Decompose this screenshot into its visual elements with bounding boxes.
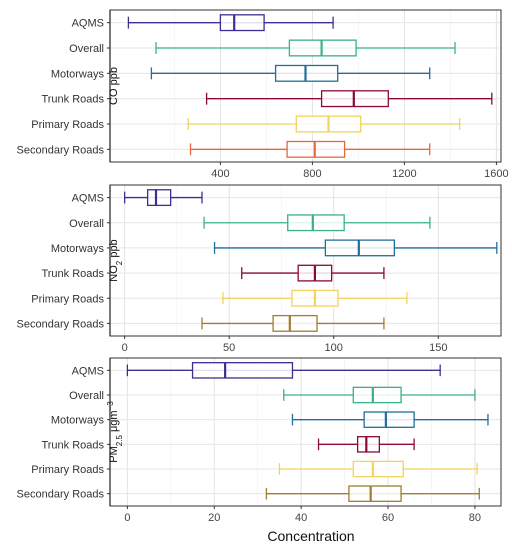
panel-border xyxy=(109,9,502,163)
x-tick-label: 1600 xyxy=(484,168,508,180)
x-tick-label: 0 xyxy=(122,342,128,354)
x-tick-label: 80 xyxy=(469,512,481,524)
x-axis-title: Concentration xyxy=(267,528,354,544)
box-2 xyxy=(287,214,345,232)
panel-3: AQMS Overall Motorways Trunk Roads Primary R… xyxy=(17,357,502,524)
category-label: Primary Roads xyxy=(31,293,104,305)
category-label: Motorways xyxy=(51,68,105,80)
x-tick-label: 20 xyxy=(208,512,220,524)
category-label: Secondary Roads xyxy=(17,144,105,156)
box-6 xyxy=(286,140,346,158)
category-label: Trunk Roads xyxy=(41,94,104,106)
category-label: Motorways xyxy=(51,243,105,255)
panel-y-label: NO2 ppb xyxy=(108,239,124,281)
x-tick-label: 400 xyxy=(211,168,229,180)
category-label: Overall xyxy=(69,390,104,402)
box-4 xyxy=(356,436,381,453)
x-tick-label: 1200 xyxy=(392,168,416,180)
panel-y-label: CO ppb xyxy=(108,67,120,105)
box-2 xyxy=(288,39,357,57)
category-label: Overall xyxy=(69,43,104,55)
category-label: Trunk Roads xyxy=(41,439,104,451)
box-3 xyxy=(274,64,339,82)
panel-background xyxy=(110,358,501,506)
category-label: Primary Roads xyxy=(31,464,104,476)
panel-background xyxy=(110,185,501,336)
panel-1: AQMS Overall Motorways Trunk Roads Primary R… xyxy=(17,9,509,180)
box-1 xyxy=(191,362,294,379)
x-tick-label: 0 xyxy=(124,512,130,524)
panel-border xyxy=(109,357,502,507)
box-4 xyxy=(320,90,389,108)
x-tick-label: 150 xyxy=(429,342,447,354)
category-label: Secondary Roads xyxy=(17,318,105,330)
panel-background xyxy=(110,10,501,162)
category-label: AQMS xyxy=(72,18,104,30)
category-label: AQMS xyxy=(72,365,104,377)
category-label: Trunk Roads xyxy=(41,268,104,280)
category-label: Overall xyxy=(69,218,104,230)
category-label: Secondary Roads xyxy=(17,489,105,501)
x-tick-label: 100 xyxy=(325,342,343,354)
box-2 xyxy=(352,386,402,404)
x-tick-label: 800 xyxy=(303,168,321,180)
panel-y-label: PM2.5 μgm−3 xyxy=(106,401,124,463)
box-5 xyxy=(352,460,404,478)
box-1 xyxy=(219,14,265,32)
panel-2: AQMS Overall Motorways Trunk Roads Primary R… xyxy=(17,184,502,354)
category-label: AQMS xyxy=(72,193,104,205)
panel-border xyxy=(109,184,502,337)
x-tick-label: 60 xyxy=(382,512,394,524)
box-1 xyxy=(146,189,172,207)
box-6 xyxy=(348,485,402,502)
x-tick-label: 40 xyxy=(295,512,307,524)
category-label: Primary Roads xyxy=(31,119,104,131)
box-3 xyxy=(363,411,415,428)
box-6 xyxy=(272,314,318,332)
category-label: Motorways xyxy=(51,415,105,427)
x-tick-label: 50 xyxy=(223,342,235,354)
